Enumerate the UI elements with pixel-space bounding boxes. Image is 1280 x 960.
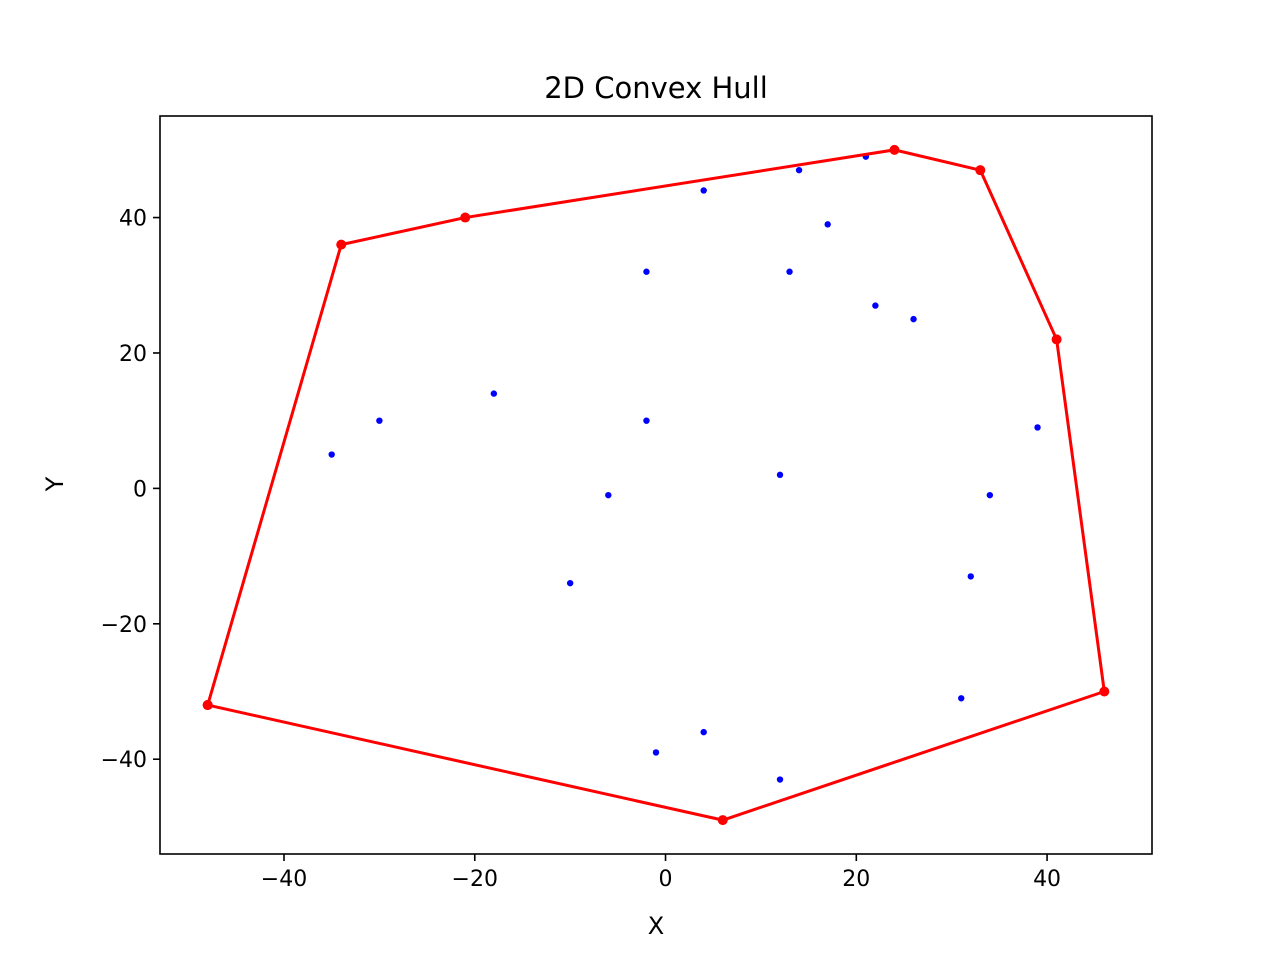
- data-point: [700, 728, 707, 736]
- data-point: [700, 187, 707, 194]
- y-tick-label: 20: [119, 342, 147, 367]
- data-point: [652, 749, 660, 756]
- y-tick-label: 40: [119, 207, 147, 232]
- data-point: [566, 579, 574, 587]
- data-point: [967, 573, 974, 580]
- data-point: [643, 417, 650, 424]
- data-point: [872, 302, 879, 309]
- x-axis-label: X: [648, 912, 664, 940]
- hull-vertex: [889, 144, 900, 155]
- data-point: [986, 491, 994, 499]
- y-tick-label: −20: [101, 613, 147, 638]
- plot-area: [202, 144, 1110, 826]
- data-point: [776, 776, 784, 783]
- x-tick-label: 40: [1033, 867, 1061, 892]
- data-point: [328, 451, 335, 458]
- data-point: [910, 315, 917, 323]
- y-axis-label: Y: [41, 476, 69, 492]
- data-point: [786, 268, 793, 275]
- data-point: [1034, 424, 1041, 431]
- data-point: [376, 417, 383, 424]
- axes-frame: [159, 115, 1153, 855]
- data-point: [776, 471, 784, 479]
- hull-vertex: [975, 165, 986, 176]
- y-tick-label: 0: [133, 477, 147, 502]
- x-tick-label: −20: [452, 867, 498, 892]
- chart-title: 2D Convex Hull: [544, 71, 768, 105]
- data-point: [795, 166, 803, 174]
- y-tick-label: −40: [101, 748, 147, 773]
- data-point: [958, 695, 965, 702]
- hull-vertex: [202, 700, 213, 711]
- x-tick-label: −40: [261, 867, 307, 892]
- data-point: [490, 390, 498, 397]
- axes: −40 −20 0 20 40 −40 −20 0 20 40: [101, 115, 1153, 892]
- hull-vertex: [336, 239, 347, 250]
- x-tick-label: 20: [842, 867, 870, 892]
- data-point: [605, 491, 612, 499]
- data-point: [643, 268, 650, 275]
- hull-vertex: [1051, 334, 1062, 345]
- hull-vertex: [460, 212, 471, 223]
- x-tick-label: 0: [659, 867, 673, 892]
- hull-vertex: [717, 815, 728, 826]
- hull-vertex: [1099, 686, 1110, 697]
- data-point: [824, 221, 831, 228]
